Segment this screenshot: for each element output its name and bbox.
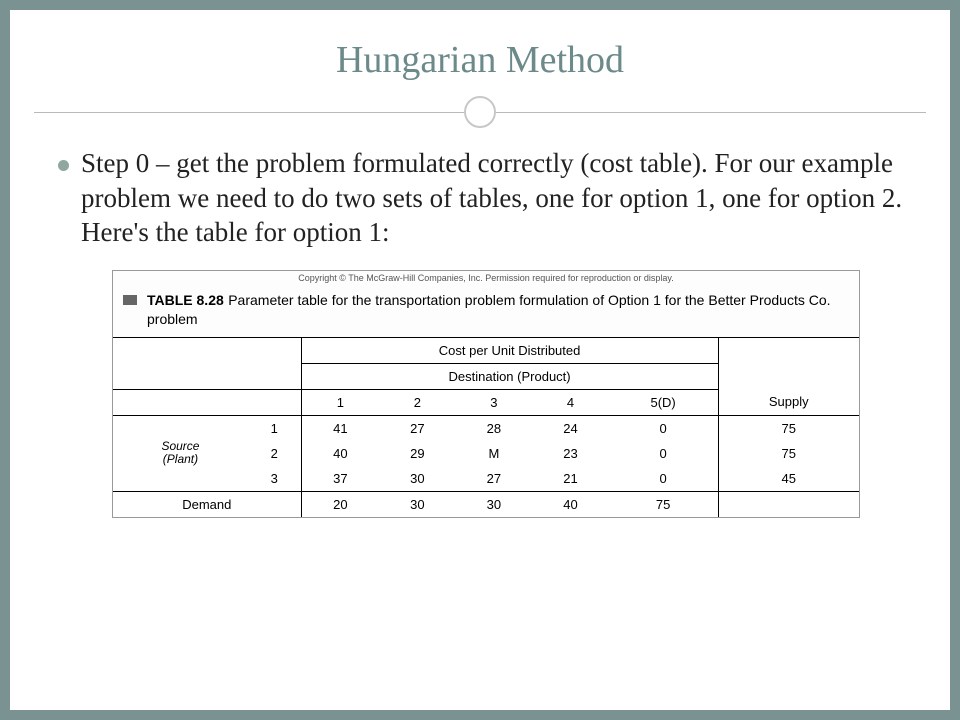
data-cell: 27 <box>456 466 533 492</box>
supply-cell: 75 <box>718 441 859 466</box>
data-cell: 29 <box>379 441 456 466</box>
blank-cell <box>718 491 859 517</box>
col-header: 4 <box>532 389 609 415</box>
caption-body: TABLE 8.28 Parameter table for the trans… <box>147 291 849 329</box>
blank-cell <box>113 389 301 415</box>
parameter-table: Cost per Unit Distributed Destination (P… <box>113 337 859 517</box>
cost-header: Cost per Unit Distributed <box>301 337 718 363</box>
supply-cell: 45 <box>718 466 859 492</box>
destination-header: Destination (Product) <box>301 363 718 389</box>
data-cell: 30 <box>379 466 456 492</box>
data-cell: 37 <box>301 466 379 492</box>
col-header: 1 <box>301 389 379 415</box>
bullet-item: Step 0 – get the problem formulated corr… <box>58 146 914 250</box>
data-cell: 40 <box>301 441 379 466</box>
col-header: 2 <box>379 389 456 415</box>
slide: Hungarian Method Step 0 – get the proble… <box>10 10 950 710</box>
data-cell: 23 <box>532 441 609 466</box>
row-label: 2 <box>248 441 301 466</box>
table-row: Destination (Product) <box>113 363 859 389</box>
data-cell: 28 <box>456 415 533 441</box>
data-cell: 21 <box>532 466 609 492</box>
data-cell: M <box>456 441 533 466</box>
parameter-table-container: Copyright © The McGraw-Hill Companies, I… <box>112 270 860 518</box>
demand-cell: 75 <box>609 491 718 517</box>
data-cell: 24 <box>532 415 609 441</box>
table-caption-text: Parameter table for the transportation p… <box>147 292 831 327</box>
bullet-text: Step 0 – get the problem formulated corr… <box>81 146 914 250</box>
data-cell: 0 <box>609 415 718 441</box>
table-row: Cost per Unit Distributed <box>113 337 859 363</box>
row-label: 1 <box>248 415 301 441</box>
table-row: 1 2 3 4 5(D) Supply <box>113 389 859 415</box>
col-header: 3 <box>456 389 533 415</box>
data-cell: 0 <box>609 466 718 492</box>
plant-text: (Plant) <box>163 452 198 466</box>
copyright-text: Copyright © The McGraw-Hill Companies, I… <box>113 271 859 287</box>
table-caption: TABLE 8.28 Parameter table for the trans… <box>113 287 859 337</box>
col-header: 5(D) <box>609 389 718 415</box>
table-row: Demand 20 30 30 40 75 <box>113 491 859 517</box>
blank-cell <box>718 337 859 363</box>
source-text: Source <box>161 439 199 453</box>
table-number: TABLE 8.28 <box>147 292 224 308</box>
blank-cell <box>113 363 301 389</box>
blank-cell <box>113 337 301 363</box>
source-label: Source (Plant) <box>113 415 248 491</box>
data-cell: 41 <box>301 415 379 441</box>
demand-cell: 30 <box>456 491 533 517</box>
content-area: Step 0 – get the problem formulated corr… <box>10 134 950 518</box>
demand-label: Demand <box>113 491 301 517</box>
supply-header: Supply <box>718 389 859 415</box>
demand-cell: 20 <box>301 491 379 517</box>
table-row: Source (Plant) 1 41 27 28 24 0 75 <box>113 415 859 441</box>
data-cell: 0 <box>609 441 718 466</box>
page-title: Hungarian Method <box>10 10 950 90</box>
title-divider <box>10 90 950 134</box>
demand-cell: 30 <box>379 491 456 517</box>
data-cell: 27 <box>379 415 456 441</box>
demand-cell: 40 <box>532 491 609 517</box>
divider-circle <box>464 96 496 128</box>
supply-cell: 75 <box>718 415 859 441</box>
row-label: 3 <box>248 466 301 492</box>
blank-cell <box>718 363 859 389</box>
caption-tab-icon <box>123 295 137 305</box>
bullet-dot-icon <box>58 160 69 171</box>
